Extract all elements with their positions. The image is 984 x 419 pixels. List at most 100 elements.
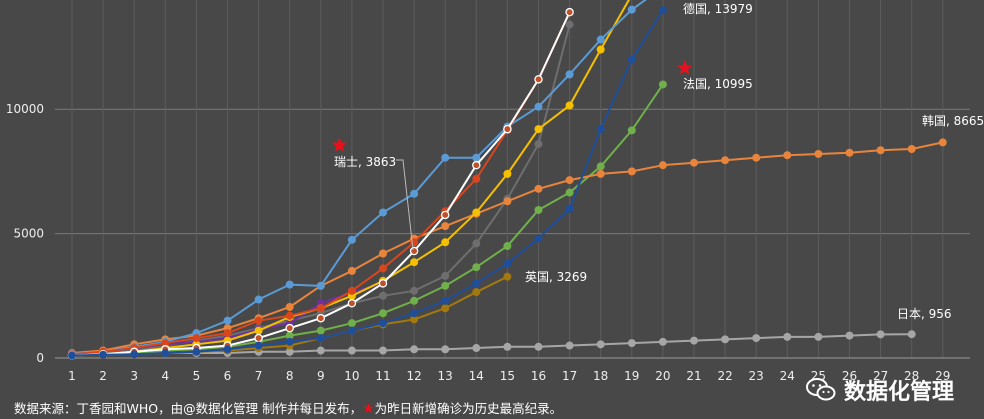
x-tick-label: 26: [842, 369, 857, 383]
data-point-white: [472, 160, 481, 170]
data-point-france: [596, 162, 605, 171]
data-point-japan: [627, 339, 636, 348]
data-point-japan: [379, 346, 387, 355]
x-tick-label: 10: [344, 369, 359, 383]
data-point-germany: [658, 6, 667, 15]
x-tick-label: 18: [593, 369, 608, 383]
series-line-japan: [71, 333, 912, 357]
data-point-white: [316, 313, 326, 323]
leader-line-switzerland: [396, 159, 414, 251]
data-point-germany: [316, 334, 325, 343]
data-point-japan: [721, 335, 730, 344]
data-point-germany: [441, 296, 450, 305]
data-point-yellow: [472, 208, 481, 217]
x-tick-label: 27: [873, 369, 888, 383]
x-tick-label: 28: [904, 369, 919, 383]
data-point-japan: [316, 346, 325, 355]
data-point-france: [316, 326, 325, 335]
x-tick-label: 19: [624, 369, 639, 383]
data-point-france: [534, 205, 543, 214]
x-tick-label: 14: [469, 369, 484, 383]
data-point-uk: [472, 288, 481, 297]
annotations: 德国, 13979 法国, 10995 韩国, 8665 瑞士, 3863 英国, 32…: [331, 1, 984, 321]
data-point-france: [503, 242, 512, 251]
x-tick-label: 17: [562, 369, 577, 383]
data-point-germany: [565, 204, 574, 213]
data-point-japan: [596, 340, 605, 349]
data-point-japan: [534, 342, 543, 351]
y-tick-label: 0: [36, 351, 44, 365]
data-point-japan: [783, 332, 792, 341]
x-tick-label: 5: [193, 369, 201, 383]
data-point-japan: [845, 331, 854, 340]
data-point-japan: [565, 341, 574, 350]
data-point-uk: [503, 272, 512, 281]
x-tick-label: 7: [255, 369, 263, 383]
x-tick-label: 21: [686, 369, 701, 383]
star-icon: [677, 60, 693, 75]
data-point-france: [441, 281, 450, 290]
data-point-grey: [565, 20, 574, 29]
watermark-label: 数据化管理: [843, 380, 954, 405]
data-point-korea: [347, 266, 356, 275]
data-point-white: [534, 75, 543, 84]
x-tick-label: 4: [161, 369, 169, 383]
data-point-korea: [596, 169, 605, 178]
data-point-yellow: [503, 169, 512, 178]
data-point-white: [378, 279, 388, 288]
footer-text-before: 数据来源：丁香园和WHO，由@数据化管理 制作并每日发布，: [14, 401, 363, 416]
grid-lines: [55, 0, 970, 359]
data-point-blue: [627, 5, 636, 14]
data-point-germany: [192, 347, 201, 356]
x-tick-label: 8: [286, 369, 294, 383]
data-point-red: [410, 238, 419, 247]
x-tick-label: 16: [531, 369, 546, 383]
data-point-germany: [68, 351, 76, 360]
data-point-france: [285, 331, 294, 340]
data-point-germany: [379, 319, 387, 328]
data-point-blue: [285, 280, 294, 289]
data-point-yellow: [596, 45, 605, 54]
data-point-uk: [441, 304, 450, 313]
data-point-france: [379, 309, 387, 318]
x-tick-label: 3: [130, 369, 138, 383]
data-point-blue: [410, 189, 419, 198]
data-point-korea: [627, 167, 636, 176]
data-point-red: [285, 311, 294, 320]
data-point-korea: [783, 151, 792, 160]
star-icon: [331, 137, 348, 152]
data-point-korea: [814, 149, 823, 158]
data-point-grey: [534, 140, 543, 149]
data-point-white: [565, 7, 574, 17]
data-point-germany: [254, 341, 263, 350]
data-point-blue: [596, 35, 605, 44]
data-point-white: [440, 210, 450, 220]
data-point-korea: [658, 161, 667, 170]
data-point-blue: [379, 208, 387, 217]
data-point-germany: [503, 259, 512, 268]
data-point-france: [347, 319, 356, 328]
x-tick-label: 29: [935, 369, 950, 383]
annotation-japan: 日本, 956: [897, 307, 952, 321]
data-point-red: [161, 339, 170, 348]
data-point-grey: [441, 271, 450, 280]
data-point-grey: [410, 286, 419, 295]
data-point-korea: [379, 249, 387, 258]
data-point-france: [627, 126, 636, 135]
data-point-korea: [503, 197, 512, 206]
data-point-red: [192, 334, 201, 343]
data-point-germany: [99, 350, 108, 359]
data-point-japan: [752, 334, 761, 343]
data-point-yellow: [410, 258, 419, 267]
data-point-korea: [752, 153, 761, 162]
data-point-uk: [410, 315, 419, 324]
data-point-japan: [441, 345, 450, 354]
data-point-white: [347, 299, 357, 308]
data-point-white: [285, 323, 294, 333]
data-point-japan: [285, 347, 294, 356]
data-point-white: [254, 333, 263, 343]
annotation-korea: 韩国, 8665: [922, 113, 984, 128]
data-point-korea: [565, 176, 574, 185]
data-point-blue: [534, 102, 543, 111]
